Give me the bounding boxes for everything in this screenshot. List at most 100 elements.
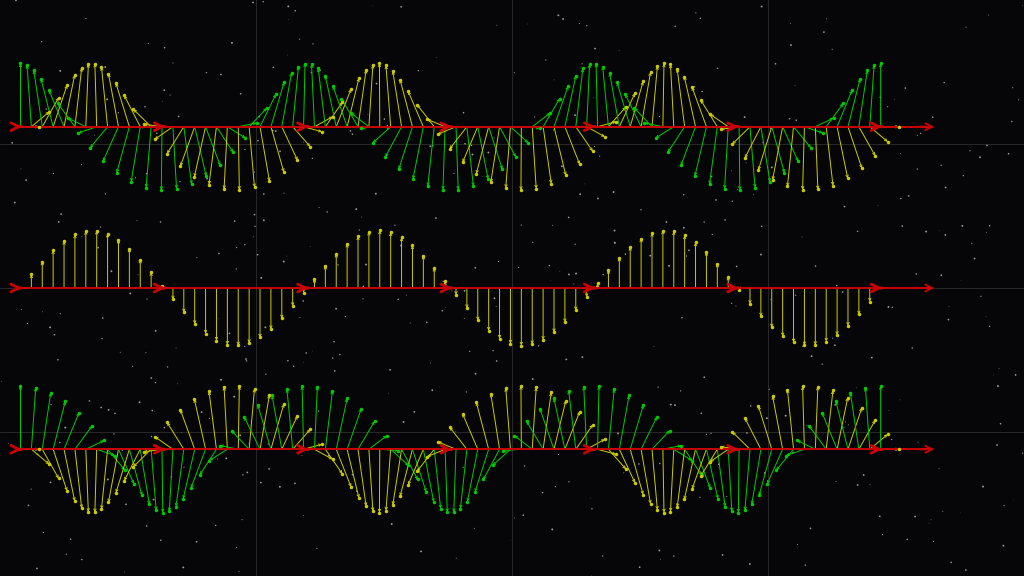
Point	[458, 387, 474, 396]
Point	[8, 0, 25, 5]
Point	[892, 149, 908, 158]
Point	[592, 151, 608, 161]
Point	[560, 213, 577, 222]
Point	[1000, 149, 1017, 158]
Point	[584, 504, 600, 513]
Point	[545, 221, 561, 230]
Point	[355, 282, 372, 291]
Point	[955, 171, 972, 180]
Point	[952, 509, 969, 518]
Point	[456, 314, 472, 323]
Point	[413, 547, 429, 556]
Point	[90, 243, 106, 252]
Point	[62, 535, 79, 544]
Point	[972, 153, 988, 162]
Point	[912, 128, 929, 138]
Point	[81, 396, 97, 406]
Point	[111, 108, 127, 118]
Point	[344, 470, 360, 479]
Point	[978, 312, 994, 321]
Point	[577, 179, 593, 188]
Point	[767, 59, 783, 69]
Point	[584, 571, 600, 576]
Point	[294, 451, 310, 460]
Point	[838, 417, 854, 426]
Point	[139, 294, 156, 304]
Point	[201, 414, 217, 423]
Point	[257, 323, 273, 332]
Point	[365, 1, 381, 10]
Point	[153, 536, 169, 545]
Point	[311, 82, 328, 92]
Point	[304, 154, 321, 163]
Point	[188, 253, 205, 262]
Point	[954, 221, 971, 230]
Point	[513, 221, 529, 230]
Point	[567, 240, 584, 249]
Point	[990, 381, 1007, 391]
Point	[724, 196, 740, 206]
Point	[464, 150, 480, 159]
Point	[818, 14, 835, 24]
Point	[281, 2, 297, 11]
Point	[332, 350, 348, 359]
Point	[995, 541, 1012, 550]
Point	[547, 482, 563, 491]
Point	[447, 427, 464, 436]
Point	[168, 343, 184, 353]
Point	[881, 406, 897, 415]
Point	[130, 270, 146, 279]
Point	[964, 239, 980, 248]
Point	[561, 477, 578, 486]
Point	[506, 68, 522, 77]
Point	[390, 295, 407, 304]
Point	[696, 373, 713, 382]
Point	[253, 478, 269, 487]
Point	[23, 484, 39, 494]
Point	[318, 207, 335, 217]
Point	[524, 238, 541, 247]
Point	[763, 295, 779, 304]
Point	[4, 138, 20, 147]
Point	[239, 357, 255, 366]
Point	[233, 515, 250, 524]
Point	[546, 75, 562, 85]
Point	[46, 330, 62, 339]
Point	[156, 86, 172, 95]
Point	[712, 464, 728, 473]
Point	[52, 66, 69, 75]
Point	[348, 487, 365, 496]
Point	[94, 334, 111, 343]
Point	[115, 445, 131, 454]
Point	[251, 112, 267, 121]
Point	[170, 112, 186, 121]
Point	[787, 291, 804, 300]
Point	[226, 217, 243, 226]
Point	[112, 348, 128, 357]
Point	[918, 227, 934, 236]
Point	[402, 319, 419, 328]
Point	[692, 14, 709, 23]
Point	[102, 67, 119, 77]
Point	[286, 362, 302, 371]
Point	[617, 249, 634, 259]
Point	[824, 45, 841, 54]
Point	[131, 397, 147, 407]
Point	[957, 22, 974, 32]
Point	[804, 351, 820, 361]
Point	[717, 215, 733, 225]
Point	[165, 58, 181, 67]
Point	[348, 204, 365, 214]
Point	[980, 10, 996, 20]
Point	[258, 370, 274, 379]
Point	[237, 342, 253, 351]
Point	[681, 246, 697, 255]
Point	[438, 122, 455, 131]
Point	[703, 172, 720, 181]
Point	[594, 551, 610, 560]
Point	[94, 313, 111, 323]
Point	[218, 454, 234, 463]
Point	[337, 312, 353, 321]
Point	[127, 173, 143, 183]
Point	[605, 187, 622, 196]
